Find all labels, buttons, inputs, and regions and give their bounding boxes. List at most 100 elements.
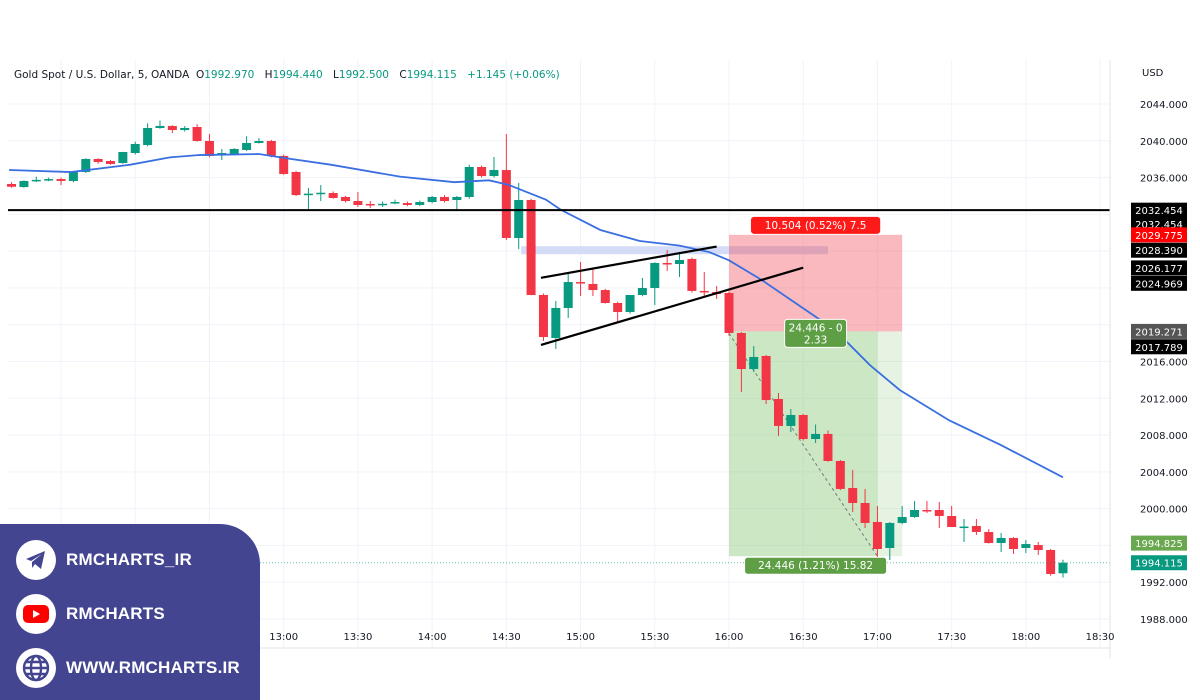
website-url: WWW.RMCHARTS.IR (66, 658, 240, 677)
price-axis-labels: 2032.4542032.4542029.7752028.3902026.177… (1131, 202, 1187, 571)
price-tick-label: 2044.000 (1140, 100, 1188, 111)
price-label: 2017.789 (1135, 343, 1183, 354)
candle-body (130, 144, 140, 154)
candle-body (625, 295, 635, 313)
candle-body (192, 126, 202, 141)
price-tick-label: 2004.000 (1140, 468, 1188, 479)
website-row[interactable]: WWW.RMCHARTS.IR (16, 648, 240, 688)
time-tick-label: 16:30 (789, 632, 818, 643)
candle-body (588, 283, 598, 291)
price-label: 2032.454 (1135, 220, 1183, 231)
candle-body (897, 516, 907, 523)
time-tick-label: 15:00 (566, 632, 595, 643)
candle-body (773, 399, 783, 426)
risk-label: 10.504 (0.52%) 7.5 (765, 220, 867, 232)
low-value: 1992.500 (338, 69, 389, 81)
time-tick-label: 15:30 (640, 632, 669, 643)
time-tick-label: 17:30 (937, 632, 966, 643)
moving-average (9, 153, 1064, 479)
candle-body (736, 332, 746, 370)
candle-body (291, 171, 301, 196)
candle-body (1058, 562, 1068, 574)
trendline (540, 245, 717, 279)
price-label: 2032.454 (1135, 206, 1183, 217)
candle-body (501, 170, 511, 238)
open-value: 1992.970 (204, 69, 255, 81)
candle-body (1033, 545, 1043, 551)
center-label-bg (784, 318, 848, 348)
candle-body (489, 170, 499, 177)
candle-body (538, 295, 548, 338)
candle-body (798, 415, 808, 440)
close-label: C (399, 69, 407, 81)
candle-body (452, 196, 462, 201)
open-label: O (195, 69, 205, 81)
position-labels: 10.504 (0.52%) 7.5 24.446 - 02.33 24.446 (… (744, 216, 888, 575)
candle-body (637, 288, 647, 296)
drawings (8, 209, 1110, 564)
candle-body (749, 356, 759, 370)
reward-label-bg (744, 556, 888, 575)
candle-body (204, 140, 214, 156)
candle-body (427, 196, 437, 203)
candle-body (1046, 550, 1056, 575)
time-tick-label: 18:00 (1011, 632, 1040, 643)
telegram-handle: RMCHARTS_IR (66, 550, 192, 569)
price-label-bg (1131, 242, 1187, 258)
price-tick-label: 2012.000 (1140, 394, 1188, 405)
youtube-icon (16, 594, 56, 634)
candle-body (1021, 544, 1031, 548)
telegram-icon (16, 540, 56, 580)
time-tick-label: 18:30 (1086, 632, 1115, 643)
time-tick-label: 16:00 (715, 632, 744, 643)
candle-body (1009, 537, 1019, 549)
globe-icon (16, 648, 56, 688)
candle-body (7, 184, 17, 187)
candle-body (724, 292, 734, 333)
candle-body (687, 258, 697, 291)
time-tick-label: 17:00 (863, 632, 892, 643)
telegram-row[interactable]: RMCHARTS_IR (16, 540, 192, 580)
candle-body (118, 152, 128, 164)
price-label-bg (1131, 339, 1187, 355)
candle-body (860, 503, 870, 523)
close-value: 1994.115 (406, 69, 457, 81)
youtube-row[interactable]: RMCHARTS (16, 594, 165, 634)
candle-body (823, 433, 833, 461)
candle-body (254, 140, 264, 143)
candle-body (328, 193, 338, 198)
candle-body (848, 488, 858, 504)
candle-body (600, 290, 610, 304)
price-label-bg (1131, 260, 1187, 276)
candle-body (477, 166, 487, 177)
candle-body (650, 262, 660, 289)
time-tick-label: 14:30 (492, 632, 521, 643)
candle-body (93, 158, 103, 163)
candles (7, 120, 1068, 578)
candle-body (390, 202, 400, 204)
price-tick-label: 2000.000 (1140, 505, 1188, 516)
symbol-legend: Gold Spot / U.S. Dollar, 5, OANDA O1992.… (14, 69, 567, 81)
candle-body (439, 196, 449, 202)
price-label: 2029.775 (1135, 231, 1183, 242)
price-label-bg (1131, 275, 1187, 291)
currency-label: USD (1142, 68, 1164, 79)
candle-body (68, 171, 78, 181)
candle-body (910, 510, 920, 517)
highlight-band-rect (521, 246, 828, 255)
center-label-line-2: 2.33 (804, 334, 827, 346)
price-tick-label: 1988.000 (1140, 615, 1188, 626)
candle-body (811, 433, 821, 440)
candle-body (155, 125, 165, 129)
candle-body (526, 200, 536, 296)
candle-body (662, 262, 672, 265)
candle-body (761, 355, 771, 401)
candle-body (971, 526, 981, 532)
price-label-bg (1131, 227, 1187, 243)
candle-body (106, 161, 115, 164)
social-panel: RMCHARTS_IR RMCHARTS WWW.RMCHARTS.IR (0, 524, 260, 700)
candle-body (303, 193, 313, 196)
candle-body (613, 303, 623, 313)
price-label: 2019.271 (1135, 327, 1183, 338)
